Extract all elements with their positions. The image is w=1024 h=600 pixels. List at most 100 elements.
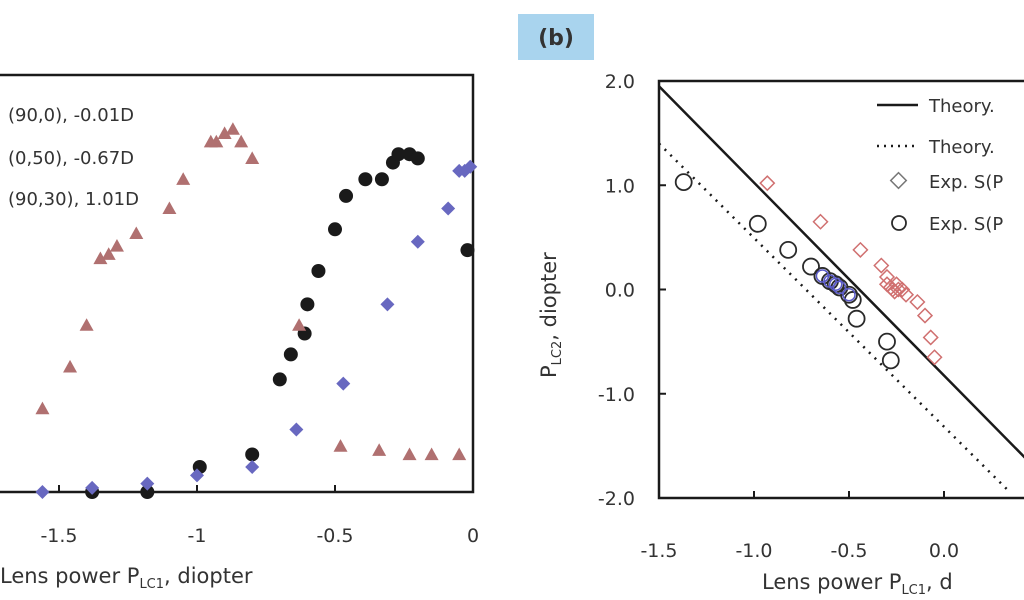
left-point-triangle (452, 447, 467, 461)
left-data-marks (35, 122, 478, 499)
left-point-circle (328, 222, 342, 237)
right-y-tick-label: 0.0 (605, 280, 635, 302)
right-x-tick-label: 0.0 (929, 540, 959, 562)
legend-entry-2: Theory. (928, 137, 995, 158)
left-point-diamond (380, 297, 395, 312)
left-point-triangle (129, 226, 144, 240)
right-point-circle (802, 257, 820, 276)
right-point-diamond (759, 175, 776, 192)
left-point-triangle (162, 201, 177, 215)
theory-line-dotted (658, 142, 1012, 494)
right-point-diamond (894, 281, 911, 298)
left-point-circle (391, 147, 406, 162)
legend-diamond-swatch (889, 171, 908, 190)
left-point-triangle (402, 447, 417, 461)
left-point-triangle (79, 318, 94, 331)
left-point-diamond (190, 468, 204, 483)
left-annotation-3: (90,30), 1.01D (8, 189, 139, 210)
right-legend: Theory. Theory. Exp. S(P Exp. S(P (877, 96, 1003, 235)
left-point-circle (300, 297, 315, 312)
right-point-circle (748, 214, 767, 233)
right-y-tick-label: 2.0 (605, 71, 635, 93)
left-plot-frame (0, 73, 475, 494)
left-point-triangle (209, 134, 224, 148)
left-point-triangle (35, 401, 50, 415)
right-data-marks (674, 173, 943, 370)
left-x-tick-label: -0.5 (316, 525, 353, 547)
left-point-circle (460, 243, 475, 258)
right-point-circle (840, 285, 858, 304)
right-point-diamond (890, 281, 907, 298)
left-point-triangle (176, 172, 191, 185)
left-point-circle (374, 172, 389, 187)
right-x-tick-label: -0.5 (830, 540, 867, 562)
left-point-diamond (140, 476, 155, 491)
right-point-circle (674, 173, 693, 192)
right-point-diamond (916, 307, 934, 324)
left-point-triangle (292, 318, 307, 331)
left-point-diamond (35, 485, 50, 499)
right-y-tick-label: -1.0 (598, 384, 635, 406)
right-theory-lines (658, 85, 1024, 494)
left-point-diamond (410, 234, 425, 249)
right-x-tick-label: -1.5 (640, 540, 677, 562)
right-point-diamond (909, 293, 926, 311)
right-x-axis-title: Lens power PLC1, d (762, 570, 953, 598)
left-x-tick-label: -1.5 (40, 525, 77, 547)
left-x-tick-label: -1 (188, 525, 207, 547)
right-point-blue-overlay (832, 280, 847, 295)
legend-entry-1: Theory. (928, 96, 995, 117)
left-point-triangle (225, 122, 240, 135)
panel-label-badge (518, 14, 594, 60)
left-panel: -1.5 -1 -0.5 0 (90,0), -0.01D (0,50), -0.67… (0, 73, 479, 592)
left-point-circle (272, 372, 287, 387)
left-point-triangle (93, 251, 108, 265)
right-axis-ticks: -1.5-1.0-0.50.00-2.0-1.00.01.02.0 (598, 71, 959, 562)
legend-entry-4: Exp. S(P (929, 214, 1003, 235)
right-point-diamond (897, 286, 915, 303)
right-point-circle (881, 351, 900, 370)
left-point-triangle (234, 134, 249, 148)
panel-label: (b) (538, 26, 574, 51)
left-point-triangle (63, 359, 78, 373)
left-point-circle (140, 485, 155, 499)
left-point-diamond (289, 422, 304, 437)
right-point-diamond (873, 257, 890, 274)
legend-circle-swatch (891, 215, 907, 231)
left-point-circle (410, 151, 425, 166)
left-point-triangle (217, 126, 232, 139)
left-point-diamond (85, 480, 100, 495)
right-x-tick-label: -1.0 (735, 540, 772, 562)
right-point-circle (847, 309, 866, 328)
left-point-diamond (463, 159, 478, 174)
right-y-tick-label: 1.0 (605, 175, 635, 197)
left-point-circle (358, 172, 373, 187)
left-point-circle (339, 188, 354, 203)
left-point-diamond (336, 376, 351, 391)
right-point-circle (779, 240, 798, 259)
left-point-triangle (101, 247, 116, 260)
left-point-circle (311, 263, 326, 278)
left-x-ticks: -1.5 -1 -0.5 0 (40, 485, 479, 547)
right-point-diamond (926, 349, 943, 366)
left-x-axis-title: Lens power PLC1, diopter (0, 564, 253, 592)
left-point-triangle (109, 238, 124, 252)
left-point-circle (283, 347, 298, 362)
right-point-blue-overlay (828, 277, 843, 292)
left-point-diamond (441, 201, 456, 216)
left-x-tick-label: 0 (467, 525, 479, 547)
right-point-circle (878, 332, 896, 351)
left-point-triangle (245, 151, 260, 164)
right-point-diamond (812, 213, 829, 230)
left-annotation-1: (90,0), -0.01D (8, 105, 134, 126)
left-annotation-2: (0,50), -0.67D (8, 148, 134, 169)
right-y-tick-label: -2.0 (598, 488, 635, 510)
left-point-triangle (372, 443, 387, 456)
right-panel: (b) -1.5-1.0-0.50.00-2.0-1.00.01.02.0 Th… (518, 14, 1024, 598)
left-point-triangle (424, 447, 439, 461)
left-point-triangle (333, 439, 348, 452)
left-point-diamond (245, 459, 260, 474)
right-y-axis-title: PLC2, diopter (537, 252, 565, 378)
right-point-blue-overlay (842, 287, 856, 302)
